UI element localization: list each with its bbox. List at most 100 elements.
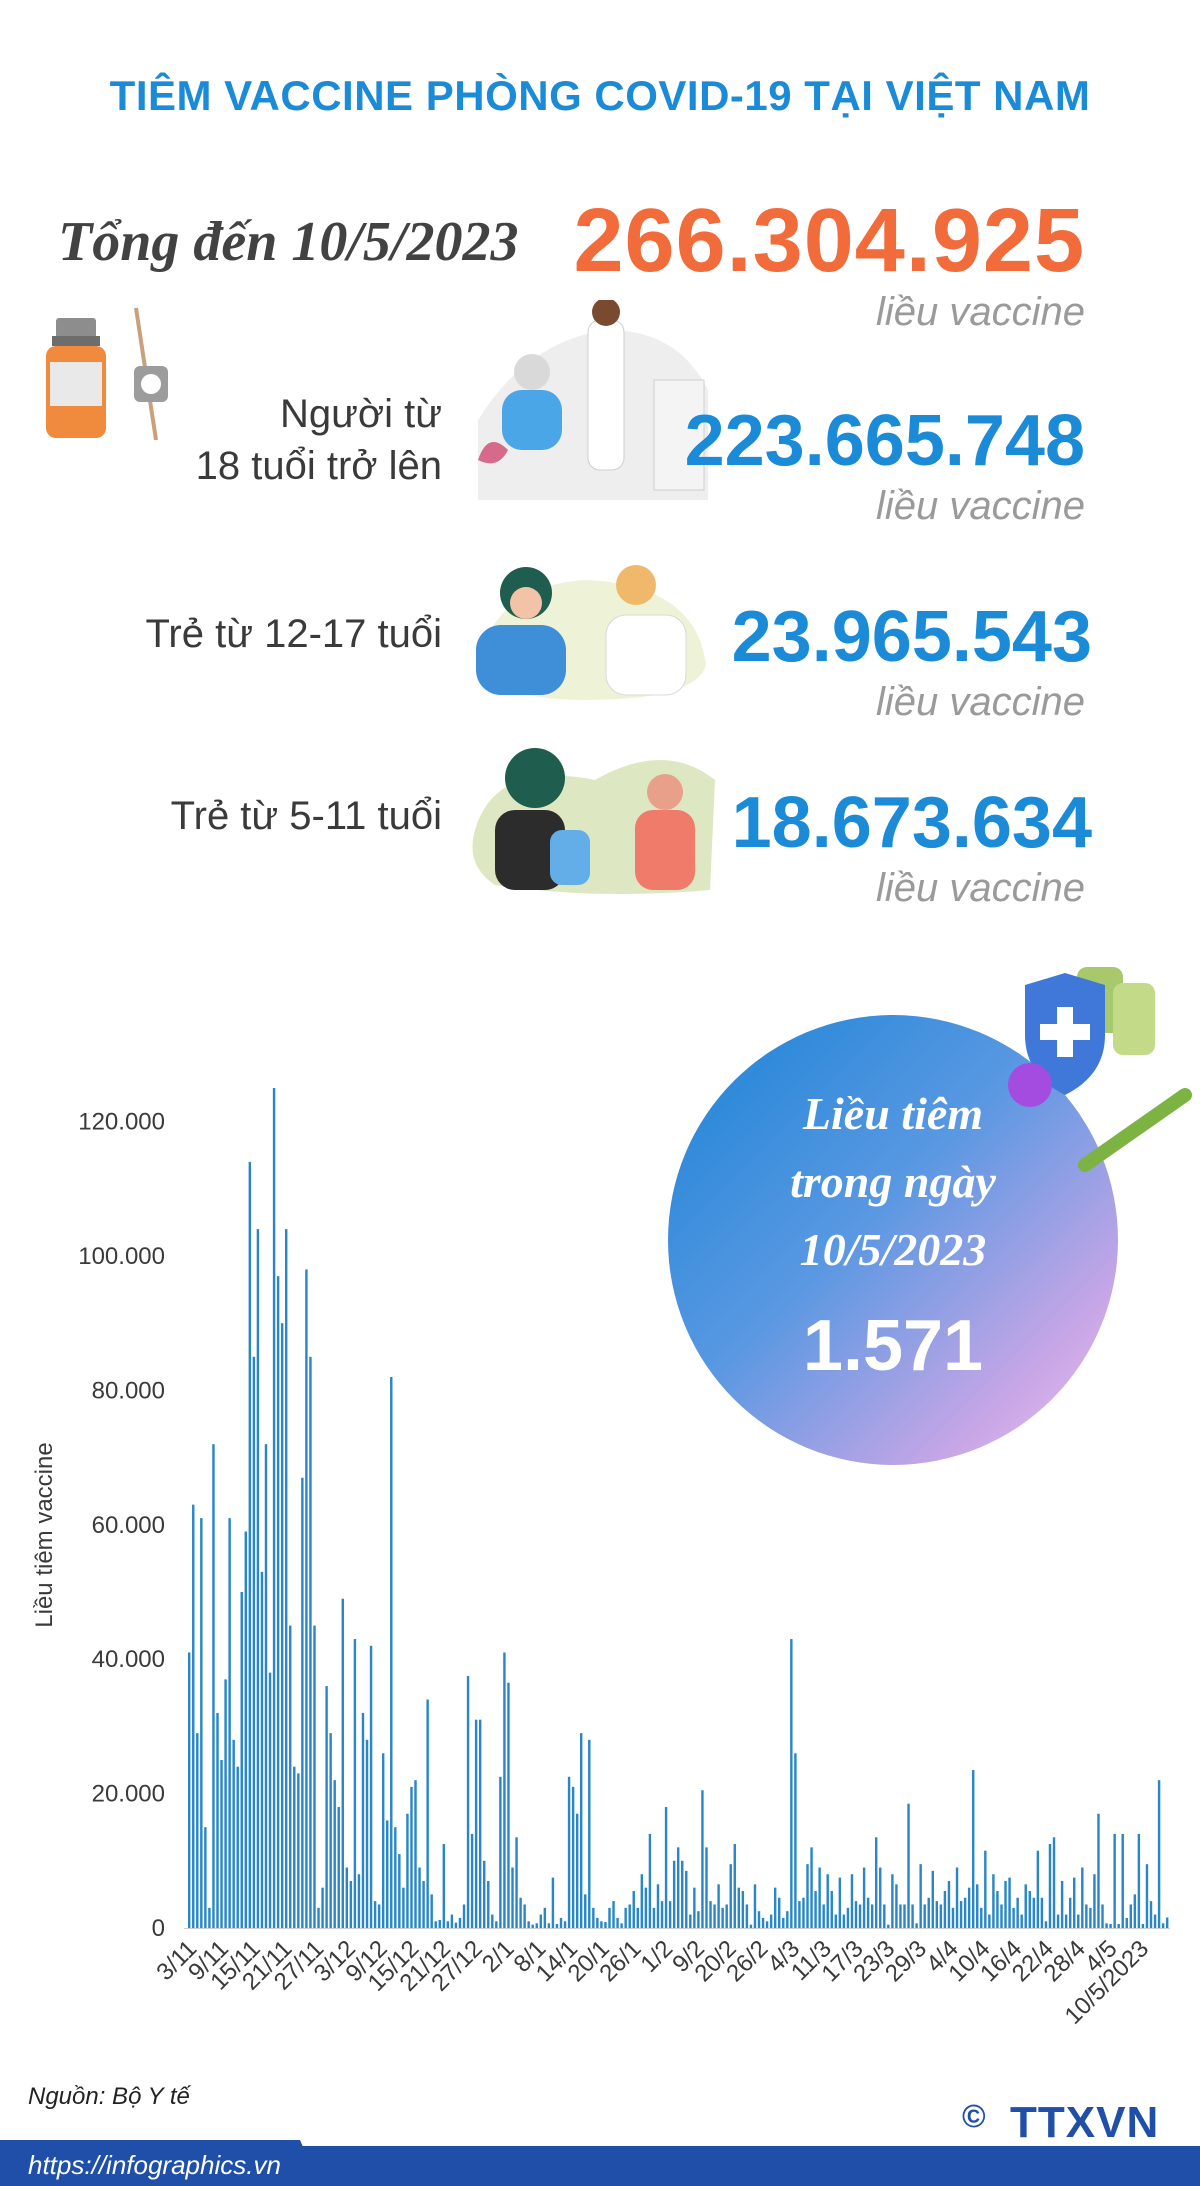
- bar: [539, 1914, 543, 1928]
- bar: [256, 1229, 260, 1928]
- website-link[interactable]: https://infographics.vn: [28, 2150, 281, 2180]
- bar: [713, 1904, 716, 1928]
- bar: [543, 1907, 547, 1928]
- bar: [697, 1911, 700, 1928]
- bar: [426, 1699, 429, 1928]
- bar: [430, 1894, 433, 1928]
- daily-doses-value: 1.571: [802, 1306, 984, 1386]
- bar: [293, 1766, 296, 1928]
- footer-tab: [0, 2140, 320, 2186]
- bar: [228, 1518, 231, 1928]
- bar: [563, 1921, 567, 1928]
- group-label-line: Người từ: [279, 392, 442, 436]
- bar: [446, 1921, 450, 1928]
- bar: [854, 1901, 858, 1928]
- bar: [297, 1773, 300, 1928]
- y-tick-label: 20.000: [92, 1781, 165, 1808]
- bar: [305, 1269, 308, 1928]
- bar: [289, 1625, 292, 1928]
- bar: [495, 1921, 498, 1928]
- bar: [656, 1884, 660, 1928]
- bar: [761, 1917, 765, 1928]
- bar: [224, 1679, 227, 1928]
- y-tick-label: 40.000: [92, 1646, 165, 1673]
- bar: [357, 1874, 361, 1928]
- bar: [782, 1917, 785, 1928]
- bar: [681, 1860, 684, 1928]
- bar: [988, 1914, 991, 1928]
- bar: [377, 1904, 381, 1928]
- bar: [434, 1921, 437, 1928]
- bar: [438, 1919, 441, 1928]
- bar: [575, 1813, 579, 1928]
- bar: [874, 1837, 878, 1928]
- bar: [741, 1891, 745, 1928]
- bar: [725, 1904, 728, 1928]
- bar: [503, 1652, 506, 1928]
- bar: [1133, 1894, 1137, 1928]
- bar: [474, 1719, 478, 1928]
- bar: [515, 1837, 518, 1928]
- bar: [1020, 1914, 1023, 1928]
- y-axis-tick-labels: 0 20.000 40.000 60.000 80.000 100.000 120.000: [78, 1109, 165, 1942]
- bar: [337, 1807, 340, 1928]
- total-label: Tổng đến 10/5/2023: [58, 211, 519, 273]
- y-tick-label: 80.000: [92, 1377, 165, 1404]
- bar: [636, 1907, 639, 1928]
- bar: [943, 1891, 947, 1928]
- group-label-line: Trẻ từ 12-17 tuổi: [145, 612, 442, 656]
- bar: [240, 1592, 243, 1928]
- daily-doses-bar-chart: 020.00040.00060.00080.000100.000120.000 …: [31, 1088, 1170, 2030]
- bar: [584, 1894, 587, 1928]
- bar: [1129, 1904, 1133, 1928]
- bar: [450, 1914, 454, 1928]
- bar: [604, 1921, 607, 1928]
- bar: [579, 1733, 583, 1928]
- bar: [899, 1904, 902, 1928]
- total-value: 266.304.925: [573, 191, 1085, 291]
- bar: [850, 1874, 854, 1928]
- bar: [321, 1887, 324, 1928]
- bar: [959, 1901, 963, 1928]
- bar: [976, 1884, 979, 1928]
- bar: [858, 1904, 862, 1928]
- teen-vaccination-illustration: [476, 565, 706, 700]
- bar: [555, 1923, 559, 1928]
- bar: [535, 1923, 538, 1928]
- group-label-line: 18 tuổi trở lên: [195, 444, 442, 488]
- bar: [276, 1276, 280, 1928]
- bar: [369, 1645, 373, 1928]
- bar: [381, 1753, 385, 1928]
- bar: [923, 1904, 926, 1928]
- bar: [260, 1571, 264, 1928]
- bar: [834, 1914, 838, 1928]
- bar: [248, 1161, 252, 1928]
- bar: [1149, 1901, 1153, 1928]
- bar: [1000, 1904, 1003, 1928]
- bar: [689, 1914, 692, 1928]
- bar: [721, 1907, 724, 1928]
- group-teens-unit: liều vaccine: [875, 680, 1085, 724]
- bar: [818, 1867, 821, 1928]
- bar: [1141, 1923, 1145, 1928]
- bar: [284, 1229, 288, 1928]
- bar: [1052, 1837, 1056, 1928]
- bar: [778, 1897, 781, 1928]
- bar: [386, 1820, 389, 1928]
- bar: [616, 1917, 619, 1928]
- bar: [931, 1870, 934, 1928]
- bar: [911, 1904, 914, 1928]
- bar: [1068, 1897, 1072, 1928]
- vaccine-shield-icon: [1008, 967, 1192, 1172]
- bar: [410, 1786, 413, 1928]
- bar: [394, 1827, 397, 1928]
- bar: [1064, 1914, 1068, 1928]
- bar: [810, 1847, 813, 1928]
- bar: [939, 1904, 943, 1928]
- bar: [588, 1739, 591, 1928]
- bar: [349, 1880, 353, 1928]
- daily-doses-label: Liều tiêm trong ngày 10/5/2023: [790, 1088, 996, 1275]
- bar: [200, 1518, 203, 1928]
- group-children-label: Trẻ từ 5-11 tuổi: [171, 790, 442, 842]
- bar: [499, 1776, 502, 1928]
